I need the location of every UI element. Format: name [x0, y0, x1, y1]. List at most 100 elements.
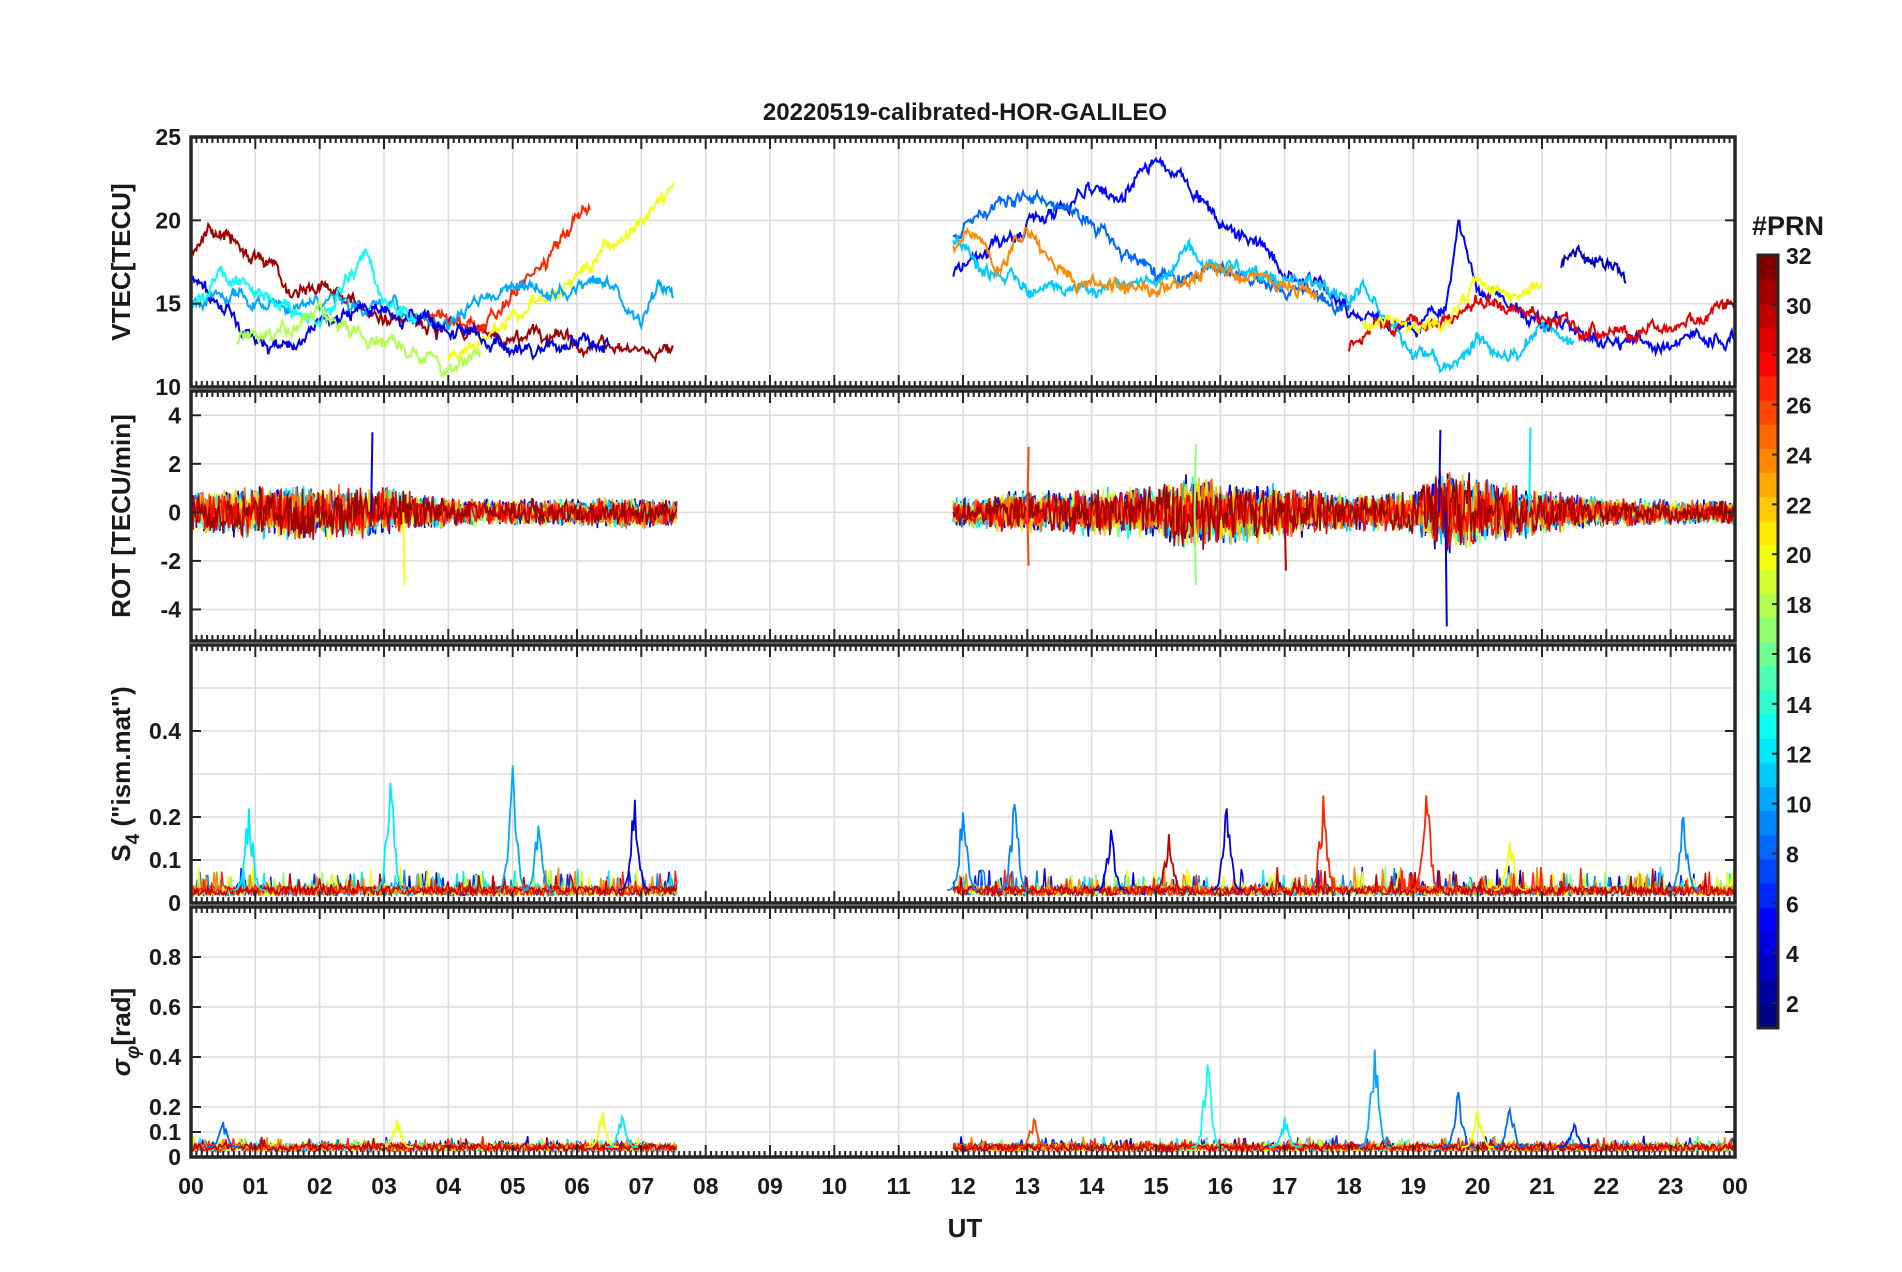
- colorbar-cell: [1758, 448, 1778, 474]
- colorbar-cell: [1758, 786, 1778, 812]
- y-tick-label: 0.2: [149, 804, 181, 830]
- spike-prn-12: [606, 1113, 639, 1148]
- spike-prn-12: [232, 808, 266, 891]
- spike-prn-4: [1094, 829, 1128, 891]
- grid-sigma_phi: [191, 907, 1735, 1157]
- colorbar-cell: [1758, 569, 1778, 594]
- colorbar-cell: [1758, 665, 1778, 691]
- colorbar-cell: [1758, 713, 1778, 739]
- spike-prn-12: [1268, 1116, 1301, 1148]
- data-s4: [191, 765, 1735, 899]
- colorbar-cell: [1758, 593, 1778, 618]
- x-tick-label: 10: [822, 1173, 848, 1199]
- data-rot: [191, 427, 1735, 627]
- y-tick-label: 20: [155, 207, 181, 233]
- spike-prn-9: [1667, 816, 1700, 891]
- rot-spike: [1193, 512, 1197, 586]
- x-tick-label: 00: [1722, 1173, 1748, 1199]
- rot-spike: [1438, 429, 1442, 513]
- series-prn-20: [447, 182, 675, 362]
- colorbar-tick-label: 10: [1786, 792, 1812, 818]
- colorbar-cell: [1758, 1003, 1778, 1029]
- x-tick-label: 09: [757, 1173, 783, 1199]
- colorbar-tick-label: 28: [1786, 343, 1812, 369]
- colorbar-cell: [1758, 834, 1778, 860]
- spike-prn-4: [618, 799, 652, 891]
- spike-prn-9: [946, 812, 980, 891]
- y-ticks-vtec: 10 15 20 25: [155, 124, 1735, 400]
- minor-ticks-sigma_phi: [190, 907, 1736, 1157]
- colorbar-cell: [1758, 399, 1778, 425]
- colorbar-tick-label: 6: [1786, 891, 1799, 917]
- spike-prn-13: [1191, 1064, 1224, 1148]
- panel-s4: 0 0.1 0.2 0.4S4 ("ism.mat"): [106, 643, 1737, 916]
- y-tick-label: 0: [168, 1144, 181, 1170]
- colorbar-cell: [1758, 738, 1778, 763]
- x-tick-label: 13: [1015, 1173, 1041, 1199]
- colorbar-tick-label: 8: [1786, 841, 1799, 867]
- y-tick-label: 2: [168, 451, 181, 477]
- x-tick-label: 18: [1336, 1173, 1362, 1199]
- colorbar-tick-label: 2: [1786, 991, 1799, 1017]
- panel-rot: -4 -2 0 2 4 ROT [TECU/min]: [106, 389, 1737, 643]
- x-tick-label: 05: [500, 1173, 526, 1199]
- spike-prn-20: [586, 1111, 619, 1148]
- colorbar-tick-label: 30: [1786, 293, 1812, 319]
- y-ticks-s4: 0 0.1 0.2 0.4: [149, 718, 1735, 916]
- spike-prn-12: [374, 782, 407, 891]
- x-tick-label: 03: [371, 1173, 397, 1199]
- series-prn-31: [191, 477, 1735, 551]
- x-tick-label: 02: [307, 1173, 333, 1199]
- spike-prn-6: [1558, 1122, 1591, 1148]
- colorbar-gradient: [1756, 253, 1780, 1030]
- y-ticks-sigma_phi: 00.10.2 0.4 0.6 0.8: [149, 944, 1735, 1170]
- minor-ticks-rot: [190, 391, 1736, 641]
- colorbar-tick-label: 24: [1786, 442, 1812, 468]
- colorbar-cell: [1758, 327, 1778, 353]
- x-tick-label: 07: [629, 1173, 655, 1199]
- rot-spike: [1026, 446, 1030, 513]
- colorbar-cell: [1758, 520, 1778, 546]
- x-tick-label: 16: [1208, 1173, 1234, 1199]
- series-prn-24: [952, 226, 1318, 301]
- rot-spike: [1193, 444, 1197, 513]
- spike-prn-20: [380, 1119, 413, 1148]
- colorbar-cell: [1758, 279, 1778, 304]
- series-prn-30: [191, 1136, 1735, 1154]
- figure-title: 20220519-calibrated-HOR-GALILEO: [763, 99, 1167, 126]
- x-tick-label: 04: [436, 1173, 462, 1199]
- colorbar-cell: [1758, 689, 1778, 715]
- panel-vtec: 10 15 20 25 VTEC[TECU]: [106, 124, 1737, 400]
- spike-prn-10: [522, 825, 555, 891]
- colorbar-cell: [1758, 496, 1778, 522]
- minor-ticks-s4: [190, 645, 1736, 903]
- spike-prn-27: [1307, 795, 1340, 891]
- colorbar-tick-label: 4: [1786, 941, 1799, 967]
- y-tick-label: 4: [168, 402, 181, 428]
- rot-spike: [1528, 427, 1532, 513]
- series-prn-18: [235, 299, 482, 380]
- colorbar-cell: [1758, 858, 1778, 884]
- colorbar-cell: [1758, 255, 1778, 280]
- spike-prn-26: [1017, 1117, 1050, 1148]
- colorbar-cell: [1758, 472, 1778, 498]
- colorbar-cell: [1758, 351, 1778, 377]
- data-vtec: [191, 155, 1735, 380]
- rot-spike: [1026, 512, 1030, 566]
- spike-prn-20: [1461, 1108, 1494, 1148]
- spike-prn-8: [207, 1121, 240, 1148]
- colorbar-cell: [1758, 375, 1778, 401]
- x-tick-label: 00: [178, 1173, 204, 1199]
- x-tick-label: 12: [950, 1173, 976, 1199]
- colorbar-tick-label: 32: [1786, 243, 1812, 269]
- spike-prn-10: [496, 765, 529, 891]
- x-tick-label: 01: [243, 1173, 269, 1199]
- colorbar-tick-label: 12: [1786, 742, 1812, 768]
- spike-prn-4: [1210, 808, 1243, 891]
- colorbar-title: #PRN: [1752, 211, 1824, 241]
- y-axis-label-vtec: VTEC[TECU]: [106, 183, 136, 340]
